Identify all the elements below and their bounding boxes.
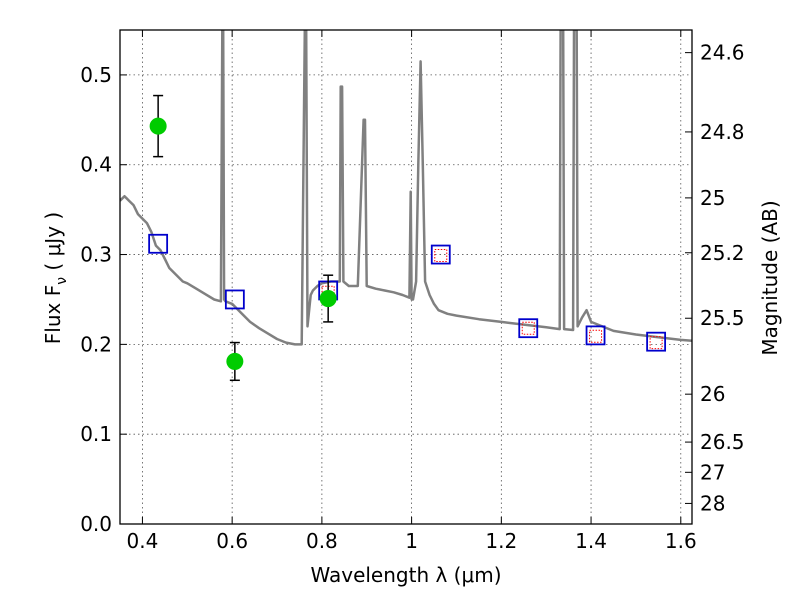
model-photometry-marker [518,318,539,339]
model-secondary-marker [589,329,603,343]
data-layer [120,30,692,382]
right-tick-label: 27 [700,460,725,484]
observed-photometry-point [149,117,167,135]
model-photometry-marker [224,289,245,310]
y-axis-label: Flux Fν ( μJy ) [41,212,70,344]
y-tick-label: 0.4 [80,153,112,177]
right-tick-label: 28 [700,491,725,515]
x-tick-label: 0.8 [306,529,338,553]
y-tick-label: 0.2 [80,332,112,356]
tick-layer: 0.4 0.6 0.8 1 1.2 1.4 1.6 0.0 0.1 0.2 0.3 0.4 0.5 24.… [80,30,745,553]
plot-frame [119,29,693,525]
right-tick-label: 26 [700,382,725,406]
x-tick-label: 1.6 [665,529,697,553]
x-tick-label: 1.4 [575,529,607,553]
right-tick-label: 26.5 [700,430,745,454]
y-tick-label: 0.3 [80,243,112,267]
model-photometry-marker [646,331,667,352]
observed-photometry-point [319,290,337,308]
model-secondary-marker [521,321,535,335]
model-secondary-marker [434,248,448,262]
y-tick-label: 0.5 [80,63,112,87]
y-tick-label: 0.0 [80,512,112,536]
x-axis-label: Wavelength λ (μm) [310,563,501,587]
x-tick-label: 0.6 [216,529,248,553]
y-axis-label-unit: ( μJy ) [41,212,65,277]
x-tick-label: 0.4 [127,529,159,553]
y-axis-label-subscript: ν [54,277,70,285]
right-tick-label: 25.5 [700,306,745,330]
right-tick-label: 25 [700,186,725,210]
model-photometry-marker [148,233,169,254]
right-tick-label: 25.2 [700,241,745,265]
right-tick-label: 24.8 [700,120,745,144]
right-tick-label: 24.6 [700,41,745,65]
data-clip-group [120,30,692,382]
model-photometry-marker [585,325,606,346]
model-photometry-marker [430,244,451,265]
x-tick-label: 1.2 [485,529,517,553]
model-secondary-marker [649,336,663,350]
spectrum-line [120,30,692,346]
y-axis-label-main: Flux F [41,285,65,344]
observed-photometry-point [226,352,244,370]
x-tick-label: 1 [405,529,418,553]
y-tick-label: 0.1 [80,422,112,446]
right-axis-label: Magnitude (AB) [758,200,782,355]
